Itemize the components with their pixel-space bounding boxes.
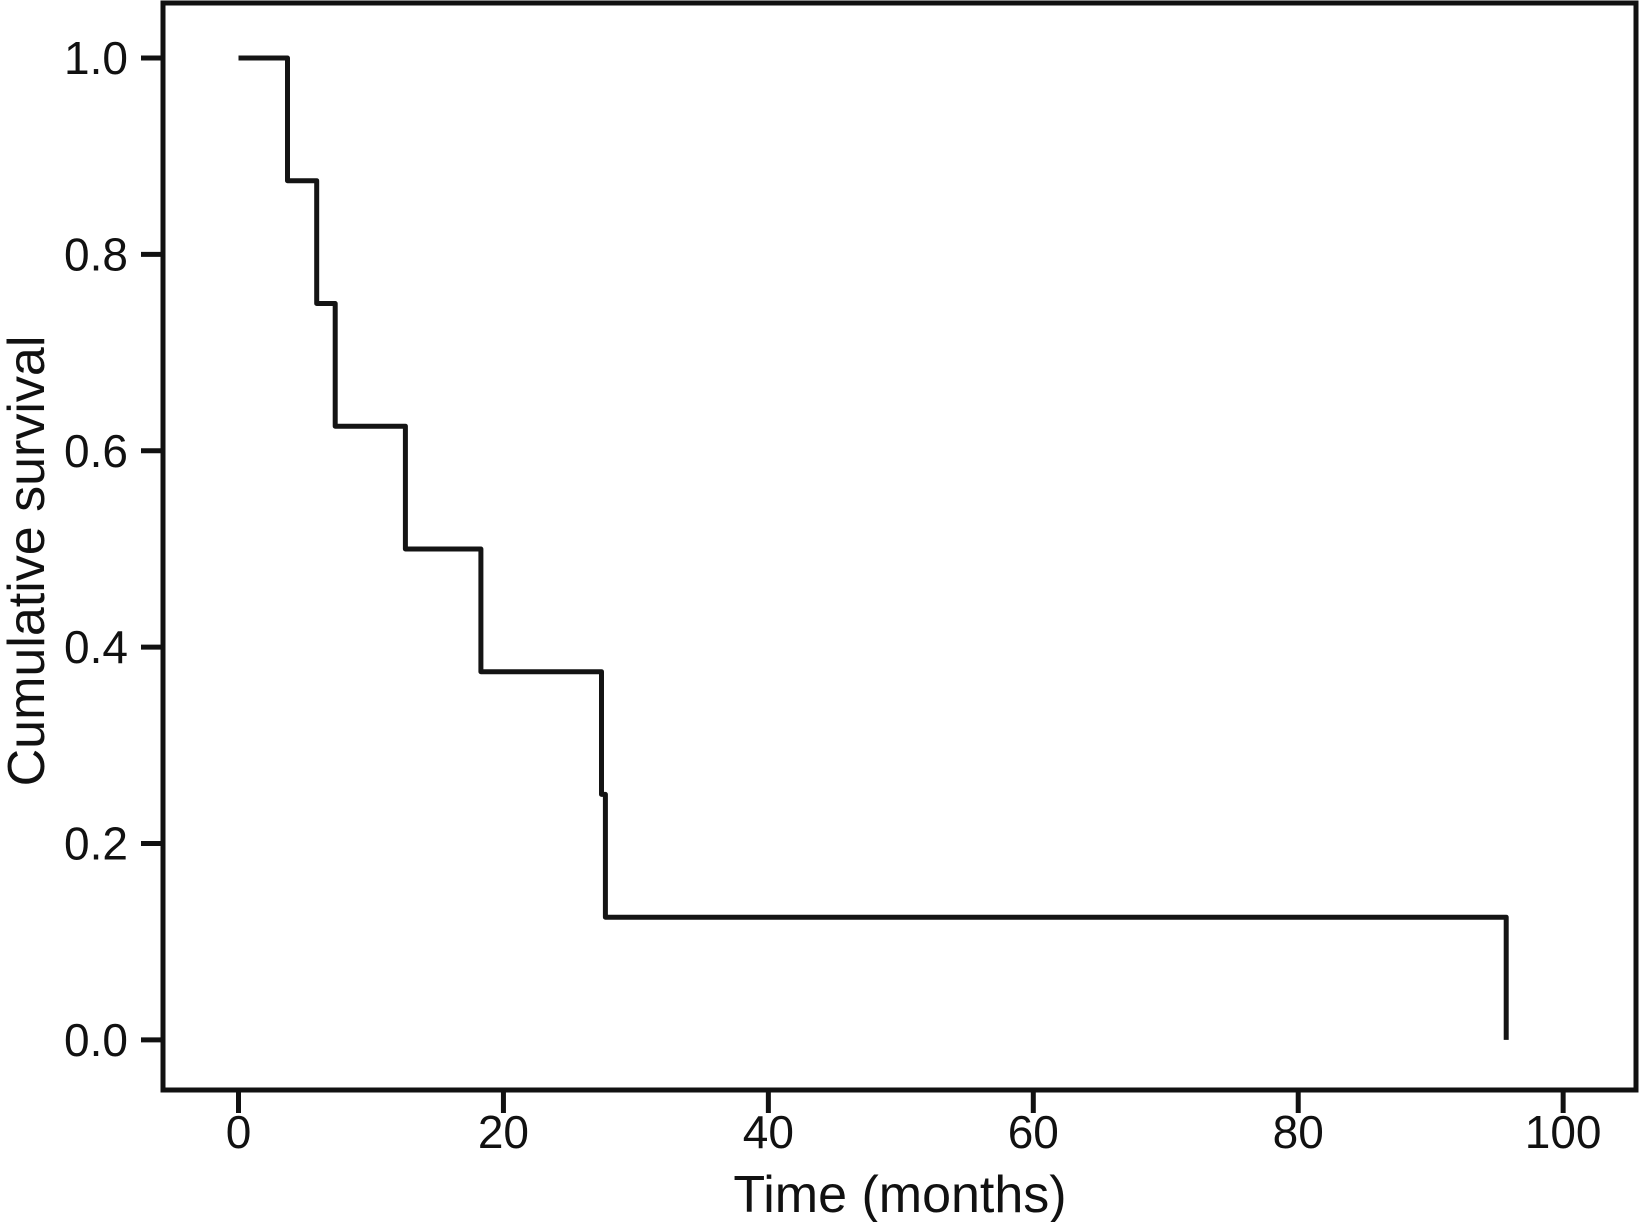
x-tick-label: 0 [226, 1106, 252, 1158]
plot-frame [160, 0, 1639, 1093]
x-axis-ticks: 0 20 40 60 80 100 [226, 1090, 1602, 1158]
x-axis-title: Time (months) [733, 1166, 1066, 1222]
y-tick-label: 0.2 [64, 818, 128, 870]
y-axis-title: Cumulative survival [0, 336, 56, 787]
y-tick-label: 0.8 [64, 228, 128, 280]
survival-curve [238, 55, 1509, 1040]
x-tick-label: 100 [1525, 1106, 1602, 1158]
y-axis-ticks: 0.0 0.2 0.4 0.6 0.8 1.0 [64, 32, 163, 1066]
x-tick-label: 20 [478, 1106, 529, 1158]
y-tick-label: 0.6 [64, 425, 128, 477]
x-tick-label: 40 [743, 1106, 794, 1158]
y-tick-label: 0.0 [64, 1014, 128, 1066]
y-tick-label: 0.4 [64, 621, 128, 673]
x-tick-label: 80 [1273, 1106, 1324, 1158]
y-tick-label: 1.0 [64, 32, 128, 84]
x-tick-label: 60 [1008, 1106, 1059, 1158]
